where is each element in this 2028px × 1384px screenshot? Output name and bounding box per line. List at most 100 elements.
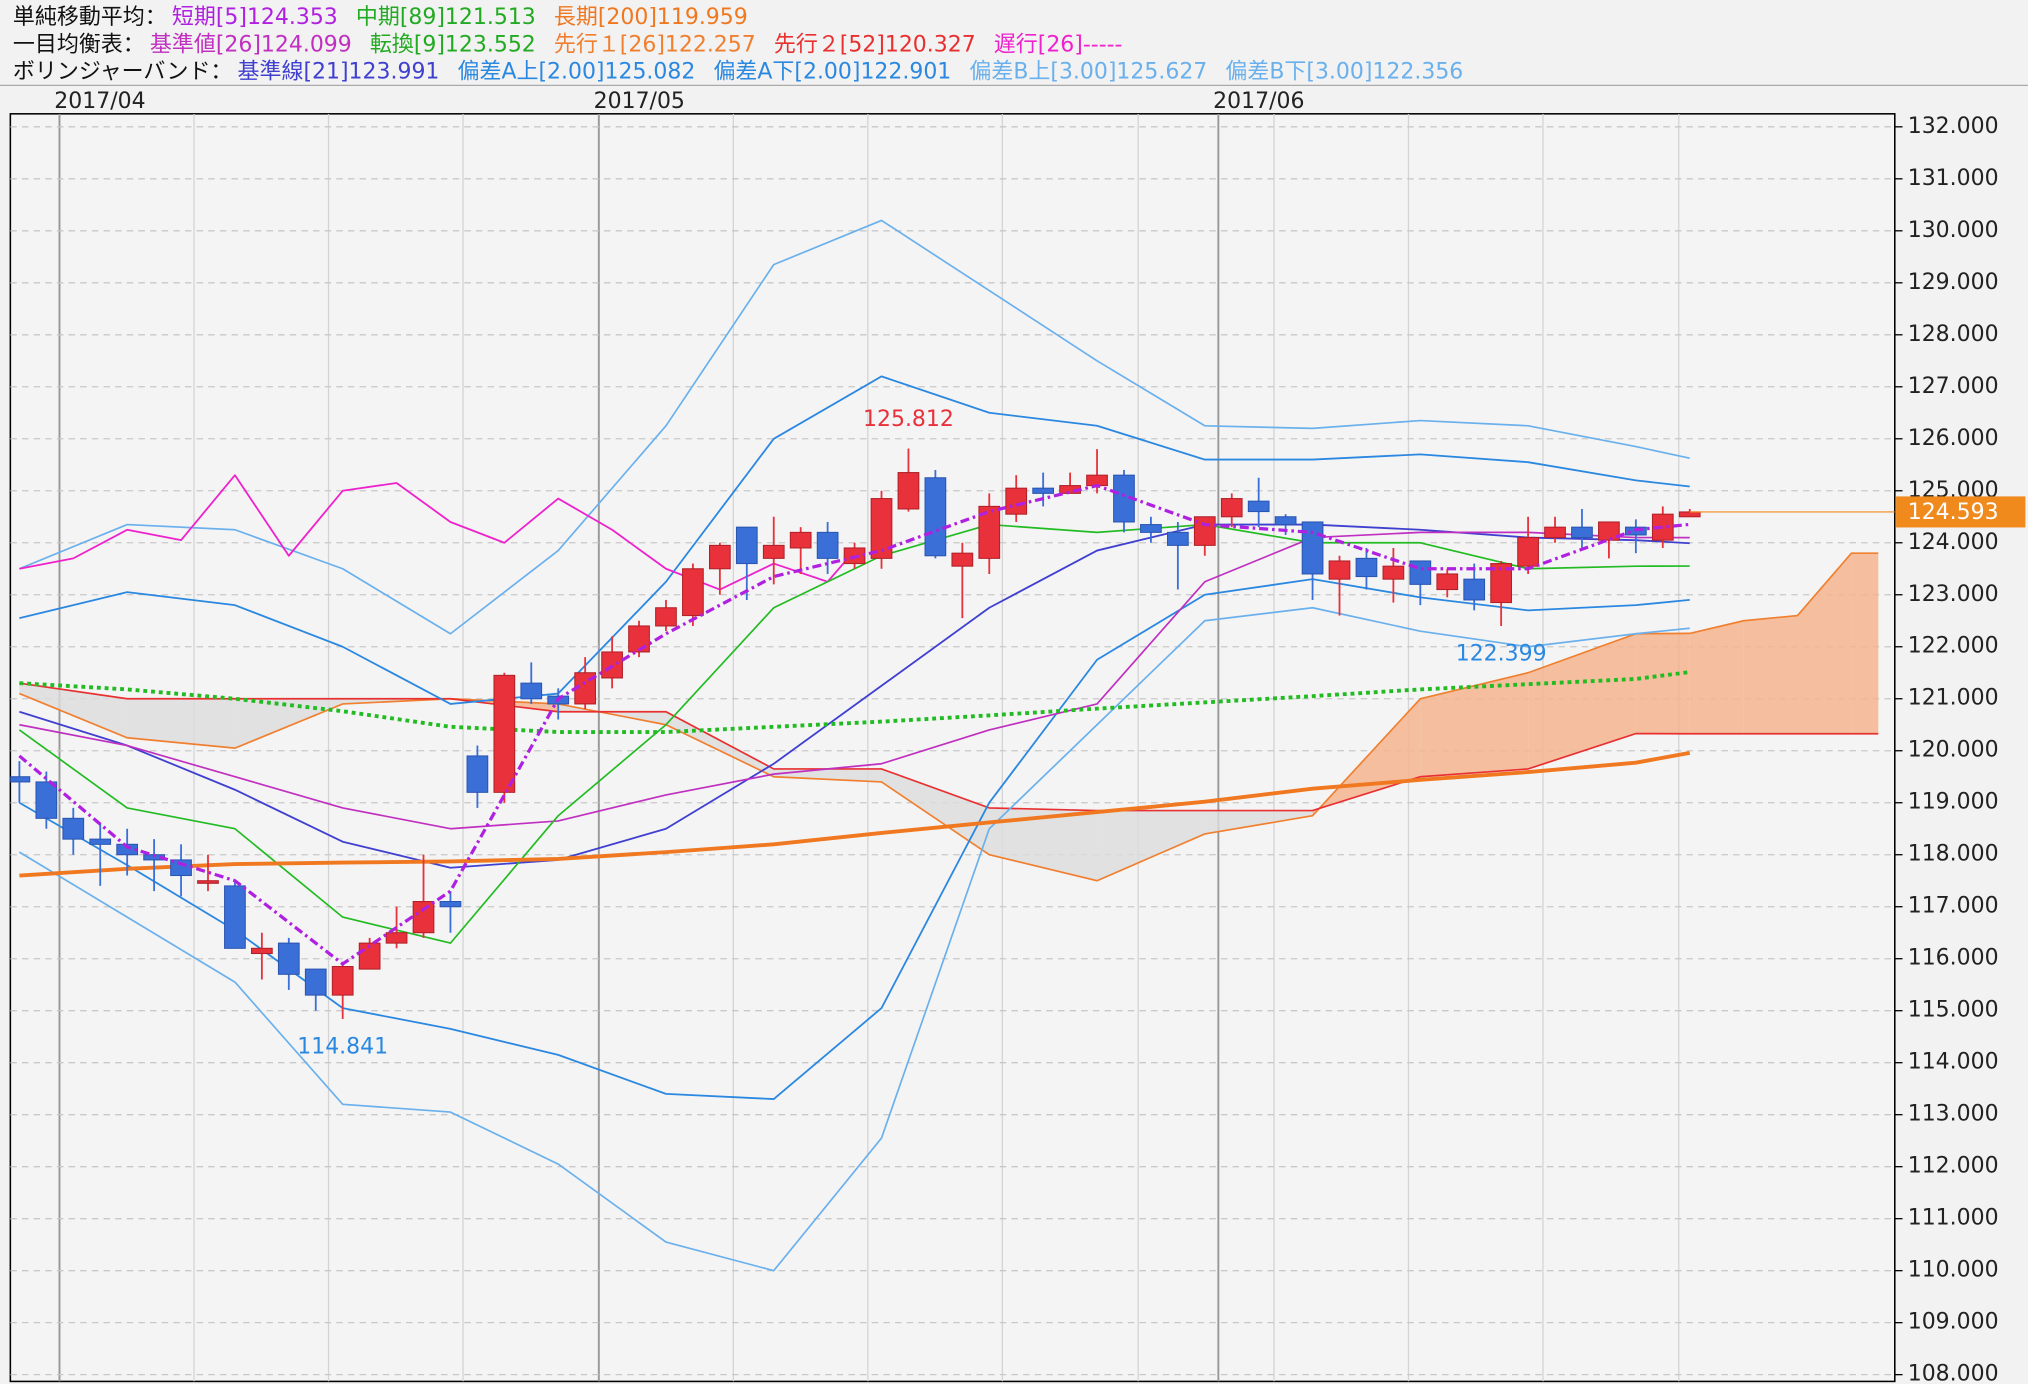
y-tick-label: 120.000: [1908, 738, 1999, 763]
candle-body: [1328, 560, 1351, 580]
legend-item: 遅行[26]-----: [994, 32, 1123, 57]
x-tick-label: 2017/06: [1213, 89, 1304, 114]
cloud-fill: [1635, 633, 1690, 734]
indicator-line: [19, 375, 1690, 705]
candle-body: [412, 901, 435, 934]
legend-item: 転換[9]123.552: [370, 32, 536, 57]
candle-body: [897, 472, 920, 510]
candle-body: [1463, 578, 1486, 601]
legend-row: ボリンジャーバンド： 基準線[21]123.991 偏差A上[2.00]125.08…: [13, 59, 1463, 84]
cloud-fill: [1797, 553, 1852, 734]
candle-body: [628, 625, 650, 653]
candle-body: [1409, 560, 1432, 585]
candle-body: [277, 942, 300, 975]
legend-item: 先行２[52]120.327: [774, 32, 976, 57]
y-tick-label: 112.000: [1908, 1154, 1999, 1179]
legend-item: 偏差A上[2.00]125.082: [458, 59, 696, 84]
senkou-line: [19, 552, 1879, 882]
indicator-line: [19, 670, 1690, 734]
y-tick-label: 128.000: [1908, 322, 1999, 347]
candle-body: [1247, 500, 1270, 513]
cloud-fill: [19, 683, 128, 738]
candle-body: [251, 947, 273, 955]
cloud-fill: [1420, 672, 1529, 777]
candle-body: [35, 781, 58, 819]
legend-label: 一目均衡表：: [13, 32, 145, 57]
candle-body: [1544, 526, 1566, 539]
annotation: 114.841: [297, 1034, 388, 1059]
cloud-fill: [665, 711, 774, 777]
candle-body: [978, 505, 1001, 559]
candle-body: [331, 965, 354, 996]
indicator-line: [18, 483, 1690, 966]
candle-body: [10, 776, 31, 783]
candle-body: [1220, 498, 1243, 518]
cloud-fill: [989, 807, 1098, 881]
indicator-line: [18, 606, 1690, 1272]
candle-body: [924, 477, 947, 557]
last-price-label: 124.593: [1908, 500, 1999, 525]
indicator-line: [19, 474, 856, 591]
legend-label: ボリンジャーバンド：: [13, 59, 232, 84]
cloud-fill: [1097, 810, 1205, 881]
candle-body: [762, 544, 785, 559]
y-tick-label: 126.000: [1908, 426, 1999, 451]
candle-body: [1005, 487, 1028, 515]
cloud-fill: [1204, 810, 1313, 834]
y-tick-label: 111.000: [1908, 1206, 1999, 1231]
y-tick-label: 123.000: [1908, 582, 1999, 607]
candle-body: [1678, 511, 1701, 518]
candle-body: [62, 817, 85, 840]
candle-body: [951, 552, 974, 567]
plot-area: [10, 113, 1895, 1382]
y-tick-label: 108.000: [1908, 1362, 1999, 1384]
y-tick-label: 109.000: [1908, 1310, 1999, 1335]
candle-body: [520, 682, 543, 700]
y-tick-label: 131.000: [1908, 166, 1999, 191]
indicator-line: [19, 219, 1690, 635]
indicator-line: [19, 531, 1690, 830]
y-tick-label: 129.000: [1908, 270, 1999, 295]
y-tick-label: 114.000: [1908, 1050, 1999, 1075]
legend-item: 基準線[21]123.991: [238, 59, 440, 84]
y-tick-label: 116.000: [1908, 946, 1999, 971]
cloud-fill: [234, 698, 343, 749]
candle-body: [1140, 524, 1162, 533]
last-price-box: [1896, 496, 2026, 528]
y-tick-label: 117.000: [1908, 894, 1999, 919]
x-tick-label: 2017/05: [594, 89, 685, 114]
y-tick-label: 122.000: [1908, 634, 1999, 659]
candle-body: [385, 932, 408, 944]
y-tick-label: 110.000: [1908, 1258, 1999, 1283]
candle-body: [1436, 573, 1459, 591]
legend-label: 単純移動平均：: [13, 5, 167, 30]
legend-item: 偏差A下[2.00]122.901: [713, 59, 951, 84]
candle-body: [1382, 565, 1405, 580]
candle-body: [1032, 487, 1055, 494]
y-tick-label: 121.000: [1908, 686, 1999, 711]
candle-body: [1571, 526, 1593, 539]
candle-body: [116, 843, 139, 856]
y-tick-label: 127.000: [1908, 374, 1999, 399]
legend-item: 先行１[26]122.257: [554, 32, 756, 57]
candle-body: [870, 498, 893, 559]
y-tick-label: 132.000: [1908, 114, 1999, 139]
candle-body: [1166, 531, 1189, 546]
candle-body: [1517, 537, 1539, 567]
plot-frame: [9, 113, 1896, 1383]
annotation: 122.399: [1456, 641, 1547, 666]
legend-item: 偏差B上[3.00]125.627: [969, 59, 1207, 84]
legend-item: 短期[5]124.353: [172, 5, 338, 30]
cloud-fill: [1743, 615, 1798, 734]
y-tick-label: 124.000: [1908, 530, 1999, 555]
candle-body: [439, 901, 462, 908]
legend-item: 偏差B下[3.00]122.356: [1225, 59, 1463, 84]
y-tick-label: 115.000: [1908, 998, 1999, 1023]
candle-body: [682, 568, 704, 617]
candle-body: [304, 968, 327, 996]
legend-item: 基準値[26]124.099: [150, 32, 352, 57]
cloud-fill: [1689, 620, 1744, 734]
candle-body: [197, 880, 219, 884]
candle-body: [735, 526, 758, 565]
